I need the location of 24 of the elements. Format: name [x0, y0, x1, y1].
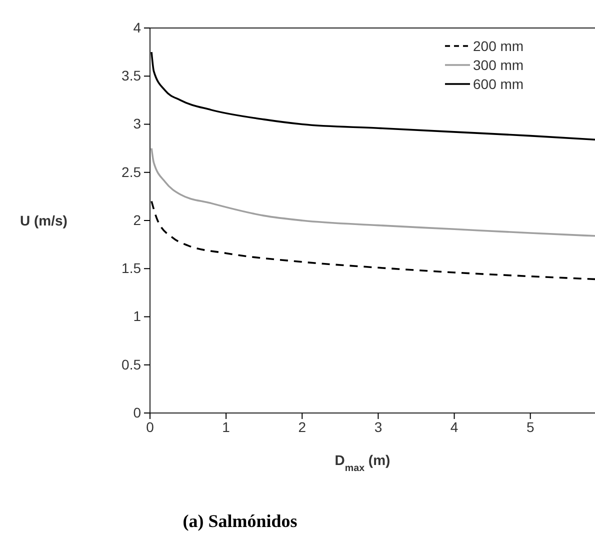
line-series: [150, 51, 595, 141]
y-tick-label: 3.5: [122, 68, 142, 84]
y-tick-label: 1.5: [122, 260, 142, 276]
y-tick-label: 4: [133, 19, 142, 36]
legend-label: 600 mm: [473, 76, 524, 92]
x-tick-label: 0: [146, 418, 154, 435]
y-tick-label: 2: [133, 212, 142, 228]
y-tick-label: 1: [133, 308, 142, 324]
x-axis-title: D$_{max}$ (m): [334, 452, 390, 474]
line-series: [150, 147, 595, 237]
x-tick-label: 2: [298, 418, 306, 435]
line-series: [150, 200, 595, 280]
y-tick-label: 3: [133, 116, 142, 132]
y-tick-label: 0: [133, 404, 142, 420]
x-tick-label: 3: [374, 418, 382, 435]
x-tick-label: 1: [222, 418, 230, 435]
text: (a) Salmónidos: [182, 511, 298, 531]
y-tick-label: 0.5: [122, 356, 142, 372]
x-tick-label: 4: [450, 418, 458, 435]
x-tick-label: 5: [526, 418, 534, 435]
legend-label: 300 mm: [473, 56, 524, 73]
legend-label: 200 mm: [473, 38, 524, 54]
y-tick-label: 2.5: [122, 164, 142, 180]
y-axis-title: U (m/s): [20, 212, 68, 228]
